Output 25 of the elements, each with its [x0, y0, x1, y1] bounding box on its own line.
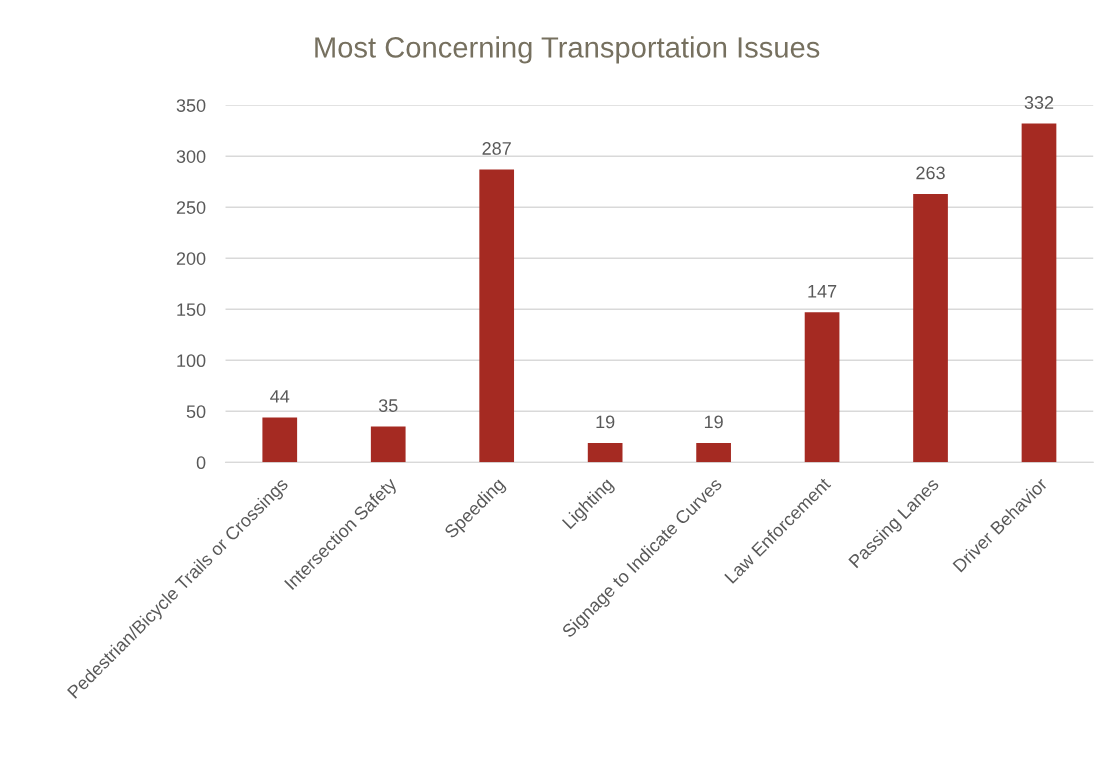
bar [1021, 123, 1057, 463]
y-tick-label: 250 [176, 201, 206, 214]
bar [804, 312, 840, 463]
data-label: 19 [596, 415, 615, 429]
data-label: 332 [1024, 96, 1054, 109]
bar [587, 442, 623, 463]
bar [696, 442, 731, 463]
data-label: 147 [808, 285, 837, 298]
y-tick-label: 50 [186, 405, 206, 419]
y-tick-label: 0 [196, 456, 206, 470]
data-label: 44 [270, 390, 290, 403]
y-tick-label: 300 [176, 150, 206, 163]
bar [479, 169, 515, 463]
y-tick-label: 350 [176, 99, 206, 112]
bar [913, 193, 948, 463]
y-tick-label: 150 [177, 303, 206, 316]
y-tick-label: 200 [176, 252, 206, 265]
data-label: 287 [482, 142, 511, 155]
data-label: 35 [378, 399, 398, 412]
chart-title: Most Concerning Transportation Issues [315, 36, 820, 64]
bar [262, 417, 298, 463]
y-tick-label: 100 [177, 354, 206, 368]
data-label: 19 [704, 415, 723, 429]
data-label: 263 [916, 166, 945, 180]
bar [370, 426, 406, 463]
